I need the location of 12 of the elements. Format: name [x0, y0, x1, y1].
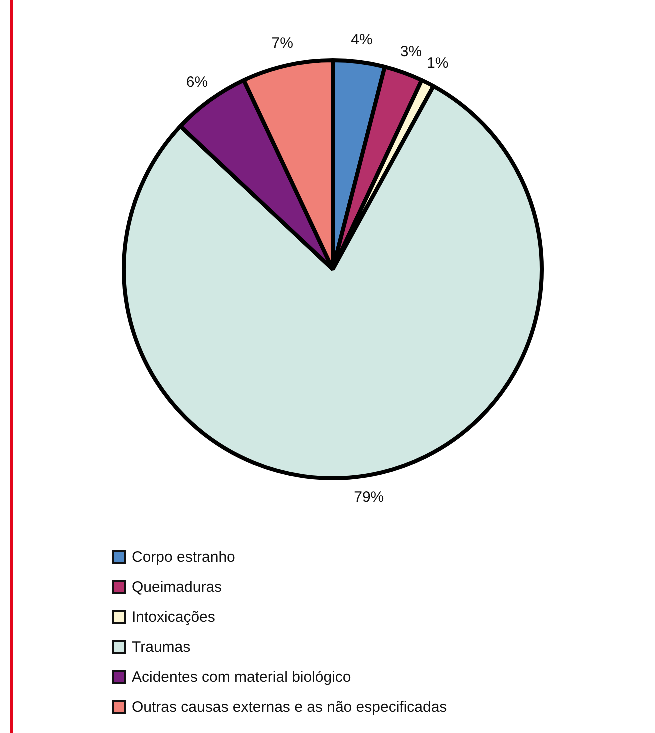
legend-label: Traumas — [132, 638, 191, 656]
legend-label: Corpo estranho — [132, 548, 236, 566]
data-label: 3% — [400, 43, 422, 60]
legend-label: Intoxicações — [132, 608, 216, 626]
data-label: 6% — [186, 74, 208, 91]
legend-label: Acidentes com material biológico — [132, 668, 352, 686]
legend-label: Outras causas externas e as não especificadas — [132, 698, 448, 716]
legend-label: Queimaduras — [132, 578, 222, 596]
data-label: 79% — [354, 488, 384, 506]
data-label: 1% — [427, 54, 449, 72]
data-label: 7% — [272, 35, 294, 52]
data-label: 4% — [351, 31, 373, 48]
